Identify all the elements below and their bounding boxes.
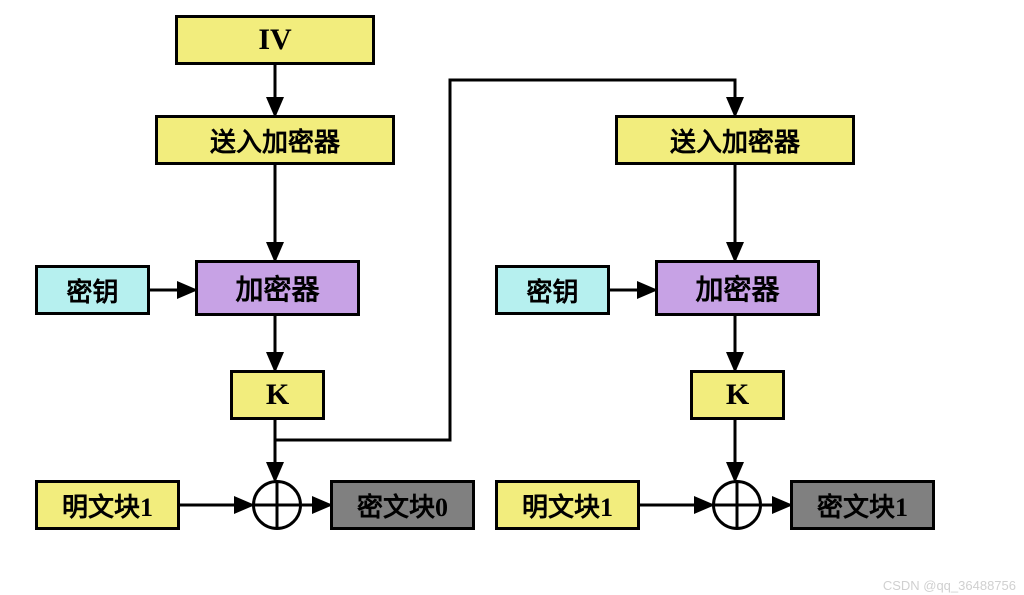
node-pt1: 明文块1 — [35, 480, 180, 530]
node-feed2: 送入加密器 — [615, 115, 855, 165]
node-iv: IV — [175, 15, 375, 65]
watermark-text: CSDN @qq_36488756 — [883, 578, 1016, 593]
node-pt2-label: 明文块1 — [522, 487, 613, 524]
node-ct0: 密文块0 — [330, 480, 475, 530]
node-enc1-label: 加密器 — [235, 268, 319, 308]
xor-icon-1 — [252, 480, 302, 530]
node-enc2: 加密器 — [655, 260, 820, 316]
node-enc1: 加密器 — [195, 260, 360, 316]
node-feed1: 送入加密器 — [155, 115, 395, 165]
node-iv-label: IV — [258, 23, 291, 57]
node-k1-label: K — [266, 378, 289, 412]
node-k2: K — [690, 370, 785, 420]
node-ct1: 密文块1 — [790, 480, 935, 530]
node-feed1-label: 送入加密器 — [210, 122, 340, 159]
node-key1-label: 密钥 — [66, 272, 118, 309]
node-ct0-label: 密文块0 — [357, 487, 448, 524]
node-feed2-label: 送入加密器 — [670, 122, 800, 159]
diagram-canvas: IV 送入加密器 密钥 加密器 K 明文块1 密文块0 送入加密器 密钥 加密器… — [0, 0, 1024, 595]
node-pt2: 明文块1 — [495, 480, 640, 530]
node-enc2-label: 加密器 — [695, 268, 779, 308]
node-pt1-label: 明文块1 — [62, 487, 153, 524]
node-k1: K — [230, 370, 325, 420]
node-k2-label: K — [726, 378, 749, 412]
node-ct1-label: 密文块1 — [817, 487, 908, 524]
node-key2-label: 密钥 — [526, 272, 578, 309]
node-key2: 密钥 — [495, 265, 610, 315]
node-key1: 密钥 — [35, 265, 150, 315]
xor-icon-2 — [712, 480, 762, 530]
